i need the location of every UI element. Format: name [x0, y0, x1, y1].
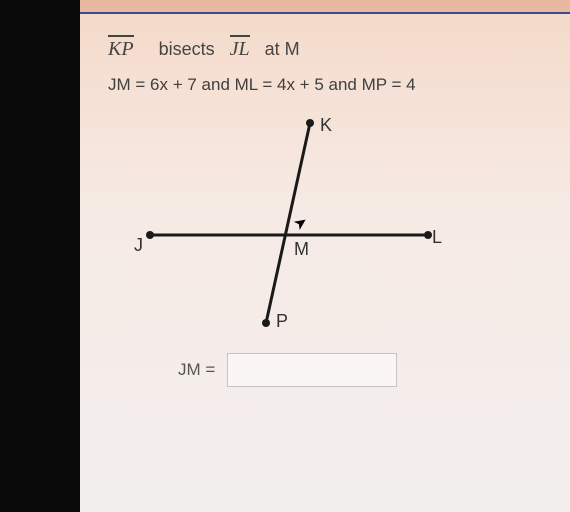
label-l: L: [432, 227, 442, 248]
endpoint-k: [306, 119, 314, 127]
top-rule: [80, 0, 570, 14]
label-j: J: [134, 235, 143, 256]
statement-line-1: KP bisects JL at M: [108, 36, 542, 61]
bisects-text: bisects: [159, 39, 215, 59]
answer-input[interactable]: [227, 353, 397, 387]
segment-jl: JL: [230, 36, 250, 61]
label-p: P: [276, 311, 288, 332]
geometry-diagram: K J M L P ➤: [128, 105, 468, 335]
endpoint-p: [262, 319, 270, 327]
endpoint-l: [424, 231, 432, 239]
worksheet-page: KP bisects JL at M JM = 6x + 7 and ML = …: [80, 0, 570, 512]
label-k: K: [320, 115, 332, 136]
endpoint-j: [146, 231, 154, 239]
given-line: JM = 6x + 7 and ML = 4x + 5 and MP = 4: [108, 75, 542, 95]
content-area: KP bisects JL at M JM = 6x + 7 and ML = …: [80, 14, 570, 387]
at-m-text: at M: [265, 39, 300, 59]
answer-row: JM =: [178, 353, 542, 387]
left-dark-strip: [0, 0, 80, 512]
answer-label: JM =: [178, 360, 215, 380]
label-m: M: [294, 239, 309, 260]
segment-kp: KP: [108, 36, 134, 61]
